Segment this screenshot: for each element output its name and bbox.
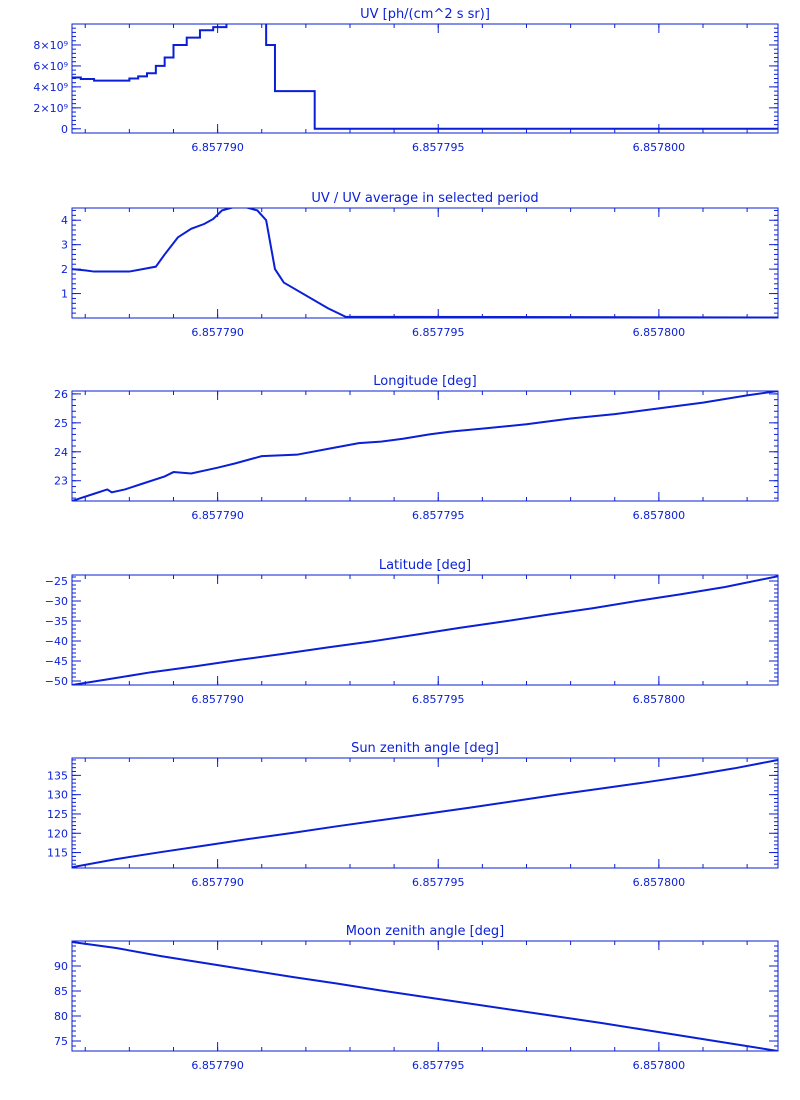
uv-ratio-y-tick-label: 2 <box>61 263 68 276</box>
sun-zenith-x-tick-label: 6.857790 <box>191 876 244 889</box>
uv-ratio-x-tick-label: 6.857790 <box>191 326 244 339</box>
latitude-y-tick-label: −25 <box>45 575 68 588</box>
moon-zenith-panel: Moon zenith angle [deg] 75 80 85 90 6.857790 6… <box>54 924 779 1072</box>
latitude-y-tick-label: −50 <box>45 675 68 688</box>
longitude-panel: Longitude [deg] 23 24 25 26 6.857790 6.857795 6… <box>54 374 779 522</box>
sun-zenith-y-tick-label: 135 <box>47 769 68 782</box>
moon-zenith-y-tick-label: 75 <box>54 1035 68 1048</box>
longitude-y-tick-label: 24 <box>54 446 68 459</box>
uv-y-tick-label: 0 <box>61 123 68 136</box>
moon-zenith-x-tick-label: 6.857800 <box>633 1059 686 1072</box>
moon-zenith-y-tick-label: 80 <box>54 1010 68 1023</box>
longitude-y-tick-label: 26 <box>54 388 68 401</box>
sun-zenith-y-tick-label: 120 <box>47 827 68 840</box>
uv-ratio-panel: UV / UV average in selected period 1 2 3 4 6.… <box>61 191 779 339</box>
longitude-series-line <box>72 391 778 501</box>
longitude-y-tick-label: 23 <box>54 475 68 488</box>
uv-y-tick-label: 8×10⁹ <box>33 39 68 52</box>
latitude-y-tick-label: −30 <box>45 595 68 608</box>
longitude-x-tick-label: 6.857795 <box>412 509 465 522</box>
longitude-x-tick-label: 6.857790 <box>191 509 244 522</box>
latitude-x-tick-label: 6.857795 <box>412 693 465 706</box>
sun-zenith-y-tick-label: 115 <box>47 847 68 860</box>
uv-x-tick-label: 6.857800 <box>633 141 686 154</box>
latitude-panel: Latitude [deg] −50 −45 −40 −35 −30 −25 6.857790… <box>45 558 779 706</box>
latitude-series-line <box>72 575 778 685</box>
uv-ratio-x-tick-label: 6.857800 <box>633 326 686 339</box>
uv-series-line <box>72 24 778 130</box>
latitude-y-tick-label: −35 <box>45 615 68 628</box>
latitude-y-tick-label: −40 <box>45 635 68 648</box>
sun-zenith-panel: Sun zenith angle [deg] 115 120 125 130 135 6.8… <box>47 741 779 889</box>
latitude-plot-frame <box>71 574 779 686</box>
uv-ratio-series-line <box>72 208 778 318</box>
uv-y-tick-label: 4×10⁹ <box>33 81 68 94</box>
latitude-y-tick-label: −45 <box>45 655 68 668</box>
latitude-x-tick-label: 6.857790 <box>191 693 244 706</box>
uv-x-tick-label: 6.857790 <box>191 141 244 154</box>
uv-y-tick-label: 2×10⁹ <box>33 102 68 115</box>
longitude-y-tick-label: 25 <box>54 417 68 430</box>
moon-zenith-plot-frame <box>71 940 779 1052</box>
moon-zenith-y-tick-label: 90 <box>54 960 68 973</box>
latitude-x-tick-label: 6.857800 <box>633 693 686 706</box>
sun-zenith-x-tick-label: 6.857800 <box>633 876 686 889</box>
uv-plot-frame <box>71 23 779 134</box>
moon-zenith-y-tick-label: 85 <box>54 985 68 998</box>
uv-x-tick-label: 6.857795 <box>412 141 465 154</box>
longitude-title: Longitude [deg] <box>373 374 476 389</box>
moon-zenith-series-line <box>72 941 778 1051</box>
uv-ratio-y-tick-label: 3 <box>61 239 68 252</box>
uv-panel: UV [ph/(cm^2 s sr)] 0 2×10⁹ 4×10⁹ 6×10⁹ 8×10⁹… <box>33 7 779 154</box>
moon-zenith-x-tick-label: 6.857795 <box>412 1059 465 1072</box>
sun-zenith-y-tick-label: 130 <box>47 789 68 802</box>
moon-zenith-title: Moon zenith angle [deg] <box>346 924 504 939</box>
sun-zenith-series-line <box>72 758 778 868</box>
latitude-title: Latitude [deg] <box>379 558 471 573</box>
longitude-plot-frame <box>71 390 779 502</box>
sun-zenith-title: Sun zenith angle [deg] <box>351 741 499 756</box>
sun-zenith-plot-frame <box>71 757 779 869</box>
uv-ratio-plot-frame <box>71 207 779 319</box>
uv-ratio-x-tick-label: 6.857795 <box>412 326 465 339</box>
longitude-x-tick-label: 6.857800 <box>633 509 686 522</box>
uv-title: UV [ph/(cm^2 s sr)] <box>360 7 490 22</box>
uv-y-tick-label: 6×10⁹ <box>33 60 68 73</box>
uv-ratio-title: UV / UV average in selected period <box>311 191 538 206</box>
moon-zenith-x-tick-label: 6.857790 <box>191 1059 244 1072</box>
sun-zenith-x-tick-label: 6.857795 <box>412 876 465 889</box>
sun-zenith-y-tick-label: 125 <box>47 808 68 821</box>
uv-ratio-y-tick-label: 1 <box>61 288 68 301</box>
uv-ratio-y-tick-label: 4 <box>61 214 68 227</box>
